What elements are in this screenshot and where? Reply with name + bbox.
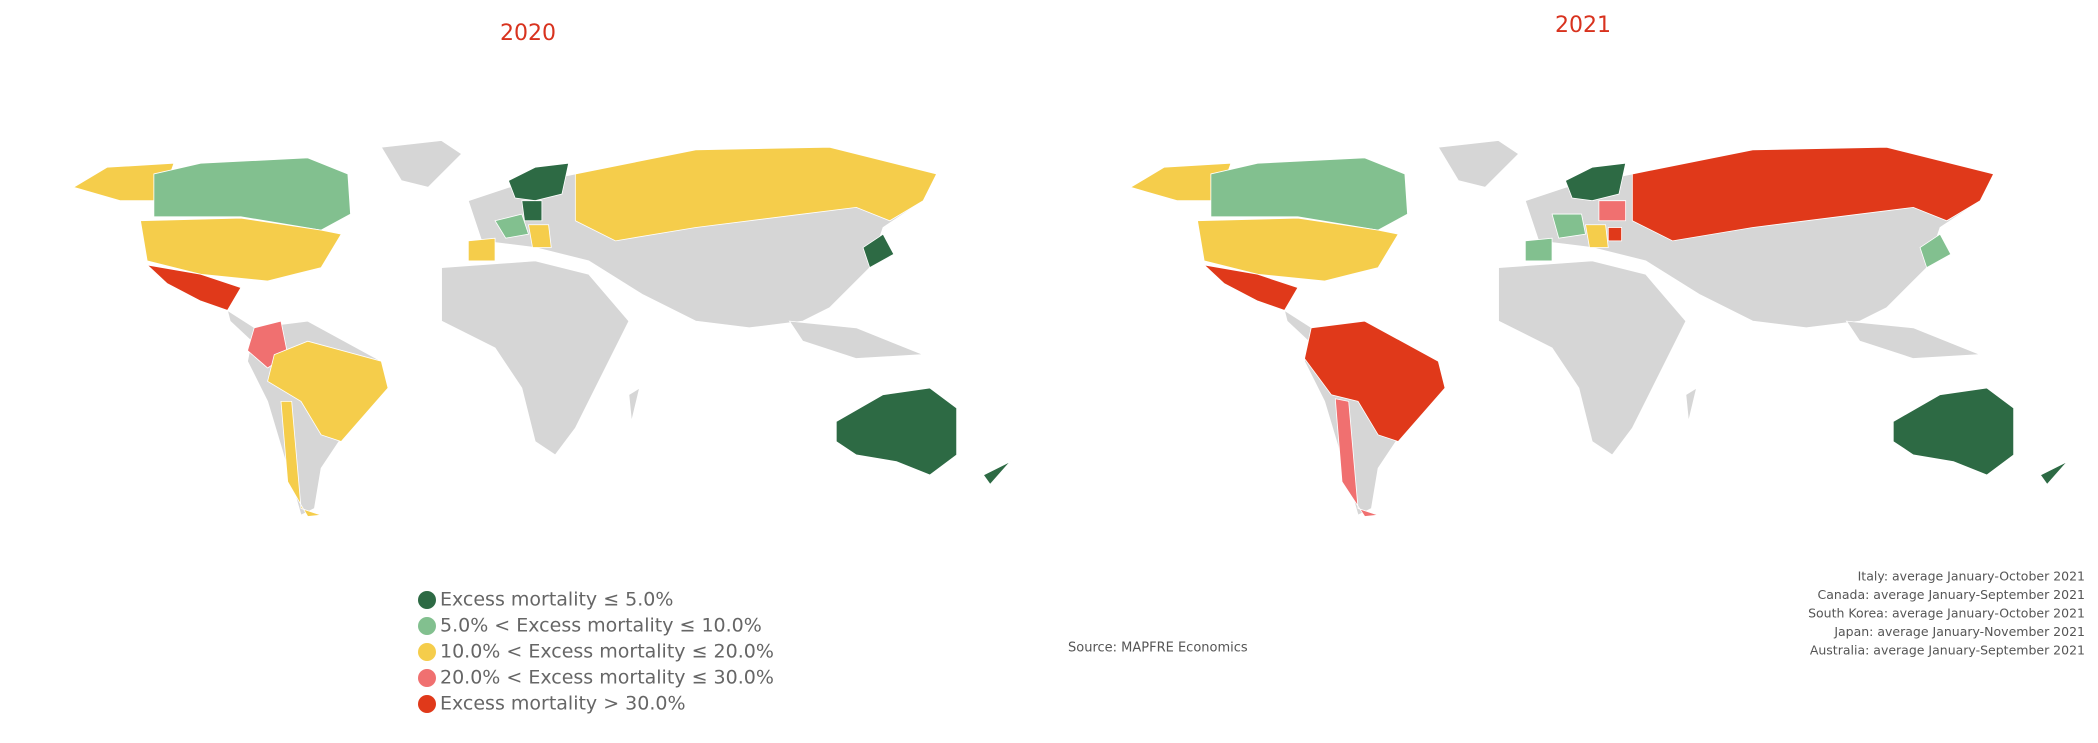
note: Canada: average January-September 2021 [1818,587,2085,602]
country-region [467,237,496,262]
map-title: 2021 [1555,13,1611,38]
country-region [153,157,351,231]
country-region [1585,224,1609,248]
legend-marker [418,695,436,713]
country-region [267,340,389,443]
legend-marker [418,669,436,687]
country-region [1524,237,1553,262]
map-title: 2020 [500,21,556,46]
country-region [1202,264,1299,311]
legend-marker [418,617,436,635]
country-region [1919,233,1952,269]
country-region [1607,227,1623,242]
country-region [528,224,552,248]
country-region [862,233,895,269]
country-region [521,200,543,222]
country-region [1598,200,1627,222]
legend-marker [418,643,436,661]
country-region [982,461,1011,486]
map-2020 [72,140,1011,517]
country-region [1210,157,1408,231]
country-region [835,387,958,476]
country-region [574,146,938,242]
country-region [1304,320,1446,443]
map-2021 [1129,140,2068,517]
country-region [1564,162,1627,202]
legend-marker [418,591,436,609]
country-region [280,400,322,517]
note: Japan: average January-November 2021 [1833,624,2085,639]
country-region [1892,387,2015,476]
notes: Italy: average January-October 2021 Canad… [1808,569,2085,658]
country-region [494,213,530,239]
country-region [1631,146,1995,242]
country-region [2039,461,2068,486]
note: South Korea: average January-October 202… [1808,606,2085,621]
country-region [1551,213,1586,239]
legend-label: Excess mortality > 30.0% [440,693,686,715]
legend-label: 10.0% < Excess mortality ≤ 20.0% [440,641,774,663]
country-region [507,162,570,202]
note: Italy: average January-October 2021 [1858,569,2085,584]
country-region [145,264,242,311]
legend: Excess mortality ≤ 5.0% 5.0% < Excess mor… [418,589,774,715]
country-region [1334,398,1379,517]
country-region [140,217,342,282]
legend-label: 20.0% < Excess mortality ≤ 30.0% [440,667,774,689]
legend-label: Excess mortality ≤ 5.0% [440,589,673,611]
country-region [1197,217,1399,282]
note: Australia: average January-September 202… [1810,643,2085,658]
legend-label: 5.0% < Excess mortality ≤ 10.0% [440,615,762,637]
source: Source: MAPFRE Economics [1068,641,1248,656]
